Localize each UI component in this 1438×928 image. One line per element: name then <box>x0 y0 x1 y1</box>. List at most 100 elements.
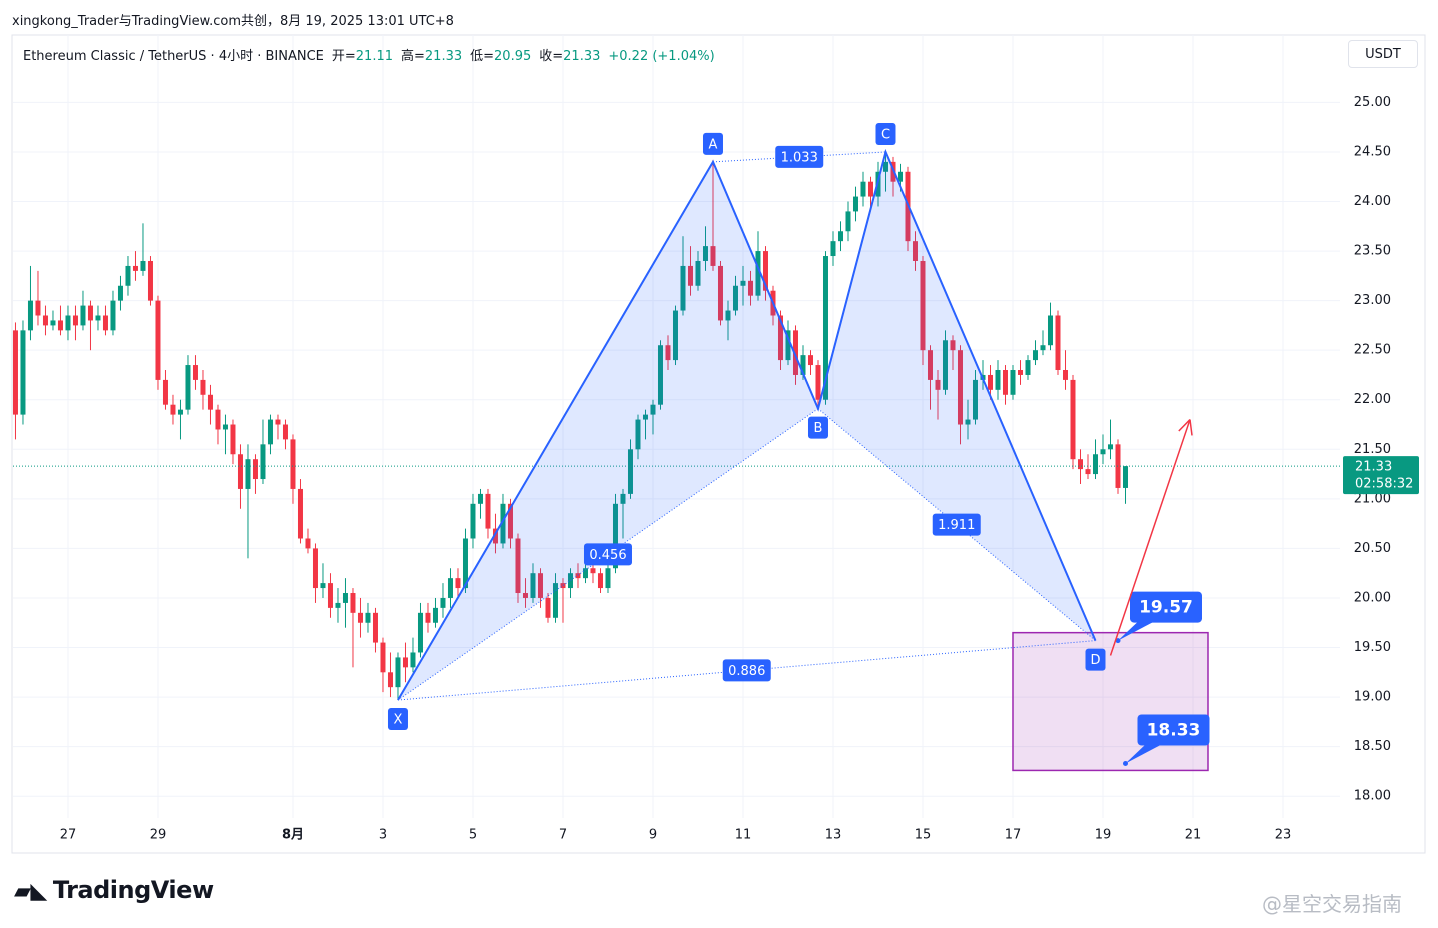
pattern-ratio: 1.033 <box>781 150 818 165</box>
candle-body <box>327 583 333 608</box>
brand: TradingView <box>52 876 214 904</box>
target-level-label: 19.57 <box>1139 598 1193 618</box>
candle-body <box>80 305 86 326</box>
candle-body <box>987 374 993 390</box>
pattern-fill <box>397 161 818 701</box>
candle-body <box>297 488 303 539</box>
watermark: @星空交易指南 <box>1262 892 1402 916</box>
change: +0.22 (+1.04%) <box>608 49 715 64</box>
candle-body <box>267 419 273 445</box>
candle-body <box>35 300 41 316</box>
frame <box>11 34 1426 854</box>
x-tick-label: 5 <box>469 828 477 843</box>
candle-body <box>777 315 783 361</box>
pattern-point-label-box <box>387 708 408 731</box>
pattern-point-label-box <box>1085 648 1106 671</box>
pattern-ratio-box <box>932 513 981 536</box>
x-tick-label: 21 <box>1185 828 1202 843</box>
candle-body <box>650 404 656 415</box>
y-tick-label: 18.50 <box>1354 739 1391 754</box>
candle-body <box>387 672 393 688</box>
y-tick-label: 23.50 <box>1354 244 1391 259</box>
candle-body <box>170 404 176 415</box>
candle-body <box>462 538 468 589</box>
candle-body <box>417 612 423 653</box>
candle-body <box>920 260 926 351</box>
quote-label: 收= <box>539 49 564 64</box>
candle-body <box>545 597 551 618</box>
candle-body <box>605 568 611 589</box>
pattern-fill <box>817 151 1096 641</box>
pattern-ratio: 1.911 <box>938 518 975 533</box>
pattern-point-label: D <box>1090 653 1100 668</box>
candle-body <box>935 379 941 390</box>
x-tick-label: 11 <box>735 828 752 843</box>
candle-body <box>372 612 378 643</box>
candle-body <box>1010 370 1016 395</box>
candle-body <box>702 246 708 261</box>
candle-body <box>710 246 716 266</box>
candle-body <box>965 419 971 425</box>
candle-body <box>282 424 288 440</box>
candle-body <box>185 365 191 410</box>
candle-body <box>732 285 738 311</box>
candle-body <box>147 260 153 301</box>
candle-body <box>515 538 521 594</box>
y-tick-label: 18.00 <box>1354 789 1391 804</box>
candle-body <box>552 583 558 618</box>
candle-body <box>830 241 836 257</box>
candle-body <box>290 439 296 489</box>
projection-arrow-head <box>1178 419 1191 432</box>
pattern-ratio-box <box>722 659 771 682</box>
projection-arrow-head <box>1189 419 1193 436</box>
candle-body <box>590 568 596 574</box>
y-tick-label: 19.50 <box>1354 640 1391 655</box>
y-tick-label: 20.50 <box>1354 541 1391 556</box>
candle-body <box>942 340 948 390</box>
candle-body <box>42 315 48 326</box>
candle-body <box>695 260 701 286</box>
candle-body <box>365 612 371 623</box>
target-zone <box>1012 631 1209 772</box>
candle-body <box>500 503 506 544</box>
candle-body <box>800 355 806 375</box>
candle-body <box>537 573 543 598</box>
candle-body <box>95 315 101 321</box>
pattern-point-label-box <box>702 132 723 155</box>
candle-body <box>972 379 978 420</box>
candle-body <box>65 315 71 331</box>
candle-body <box>897 171 903 182</box>
y-tick-label: 22.00 <box>1354 392 1391 407</box>
candle-body <box>852 196 858 212</box>
quote-value: 20.95 <box>494 49 532 64</box>
candle-body <box>312 548 318 589</box>
y-tick-label: 24.00 <box>1354 194 1391 209</box>
pattern-point-label-box <box>875 122 896 145</box>
candle-body <box>762 251 768 291</box>
candle-body <box>627 449 633 494</box>
callout-tail <box>1117 621 1154 641</box>
candle-body <box>485 493 491 529</box>
candle-body <box>507 503 513 539</box>
y-tick-label: 24.50 <box>1354 144 1391 159</box>
candle-body <box>1032 350 1038 361</box>
candle-body <box>12 330 18 415</box>
pattern-point-label: A <box>709 137 718 152</box>
x-tick-label: 17 <box>1005 828 1022 843</box>
candle-body <box>177 409 183 415</box>
pattern-ratio: 0.456 <box>589 548 626 563</box>
candle-body <box>335 602 341 608</box>
candle-body <box>57 320 63 331</box>
candle-body <box>87 305 93 321</box>
symbol: Ethereum Classic / TetherUS · 4小时 · BINA… <box>23 49 324 64</box>
currency-button[interactable]: USDT <box>1348 40 1418 68</box>
quote-value: 21.33 <box>563 49 601 64</box>
candle-body <box>402 657 408 668</box>
pattern-point-label: C <box>881 127 890 142</box>
y-tick-label: 22.50 <box>1354 343 1391 358</box>
candle-body <box>410 652 416 668</box>
candle-body <box>1062 370 1068 380</box>
x-tick-label: 23 <box>1275 828 1292 843</box>
candle-body <box>350 593 356 613</box>
candle-body <box>320 583 326 589</box>
